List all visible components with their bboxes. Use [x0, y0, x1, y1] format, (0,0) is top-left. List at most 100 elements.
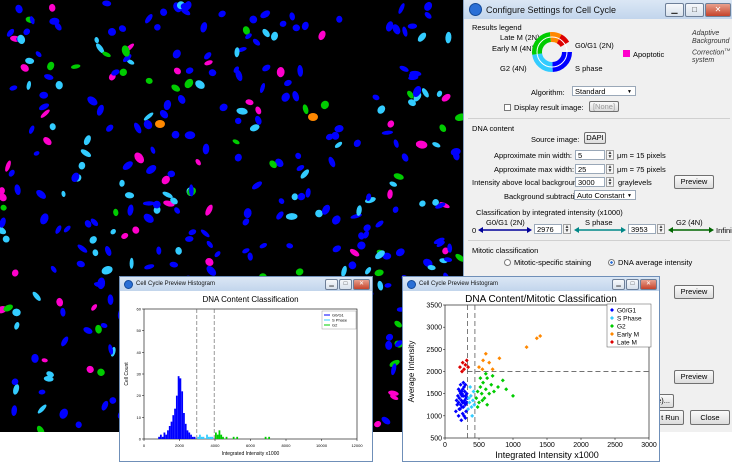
x-tick-label: 2500	[607, 442, 623, 449]
scatter-point	[456, 413, 461, 418]
cell-nucleus	[87, 96, 98, 106]
preview-button-2[interactable]: Preview	[674, 285, 714, 299]
scatter-point	[462, 413, 467, 418]
close-window-button[interactable]: ✕	[705, 2, 731, 17]
result-image-button[interactable]: [None]	[589, 101, 619, 112]
min-width-stepper[interactable]: ▲ ▼	[606, 150, 614, 160]
cell-nucleus	[206, 240, 213, 248]
cell-nucleus	[394, 320, 402, 328]
cell-nucleus	[259, 243, 268, 249]
histogram-window[interactable]: Cell Cycle Preview Histogram ▁ □ ✕ DNA C…	[119, 276, 373, 462]
class-infinity: Infinity	[716, 226, 732, 235]
class-threshold-1-input[interactable]: 2976	[534, 224, 562, 234]
cell-nucleus	[358, 232, 365, 240]
cell-nucleus	[278, 198, 285, 204]
class-threshold-1-stepper[interactable]: ▲ ▼	[563, 224, 571, 234]
cell-nucleus	[214, 251, 221, 258]
minimize-button[interactable]: ▁	[612, 278, 625, 290]
close-button[interactable]: Close	[690, 410, 730, 425]
cell-nucleus	[121, 45, 130, 57]
y-tick-label: 0	[139, 437, 142, 442]
cell-nucleus	[384, 283, 392, 288]
cell-nucleus	[171, 130, 180, 139]
close-window-button[interactable]: ✕	[353, 278, 370, 290]
minimize-button[interactable]: ▁	[325, 278, 338, 290]
cell-image	[0, 0, 463, 432]
scatter-point	[496, 385, 501, 390]
display-result-row[interactable]: Display result image:	[504, 103, 584, 112]
cell-nucleus	[427, 265, 436, 271]
maximize-button[interactable]: □	[685, 2, 704, 17]
cell-nucleus	[100, 322, 108, 329]
cell-nucleus	[235, 69, 243, 82]
cell-nucleus	[11, 378, 19, 386]
scatter-point	[483, 351, 488, 356]
cell-nucleus	[94, 37, 99, 44]
scatter-point	[534, 336, 539, 341]
scatter-point	[454, 398, 459, 403]
intensity-stepper[interactable]: ▲ ▼	[606, 177, 614, 187]
cell-nucleus	[436, 240, 445, 248]
cell-nucleus	[80, 149, 92, 158]
cell-nucleus	[363, 230, 370, 239]
cell-nucleus	[127, 204, 134, 216]
max-width-stepper[interactable]: ▲ ▼	[606, 164, 614, 174]
adaptive-system: system	[692, 57, 715, 65]
scatter-point	[460, 391, 464, 396]
mitotic-label: Mitotic classification	[472, 246, 539, 255]
cell-nucleus	[76, 260, 85, 268]
scatter-window[interactable]: Cell Cycle Preview Histogram ▁ □ ✕ DNA C…	[402, 276, 660, 462]
scatter-point	[497, 356, 502, 361]
y-tick-label: 10	[137, 415, 142, 420]
dna-average-radio[interactable]: DNA average intensity	[608, 258, 692, 267]
min-width-input[interactable]: 5	[575, 150, 605, 160]
app-icon	[124, 279, 133, 289]
class-threshold-2-stepper[interactable]: ▲ ▼	[657, 224, 665, 234]
class-zero: 0	[472, 226, 477, 235]
x-tick-label: 3000	[641, 442, 657, 449]
cell-nucleus	[392, 24, 401, 35]
cell-nucleus	[155, 120, 165, 128]
preview-button[interactable]: Preview	[674, 175, 714, 189]
scatter-point	[474, 396, 479, 401]
cell-nucleus	[249, 15, 258, 24]
cell-nucleus	[189, 184, 194, 197]
histogram-bar	[188, 432, 191, 439]
algorithm-select[interactable]: Standard ▼	[572, 86, 636, 96]
histogram-bar	[186, 430, 189, 439]
scatter-point	[463, 382, 468, 387]
bg-subtraction-value: Auto Constant	[577, 191, 625, 200]
cell-nucleus	[232, 139, 240, 145]
scatter-point	[468, 393, 473, 398]
scatter-point	[463, 416, 468, 421]
scatter-point	[458, 402, 463, 407]
class-threshold-2-input[interactable]: 3953	[628, 224, 656, 234]
cell-nucleus	[291, 193, 299, 201]
minimize-button[interactable]: ▁	[665, 2, 684, 17]
intensity-input[interactable]: 3000	[575, 177, 605, 187]
bg-subtraction-select[interactable]: Auto Constant ▼	[574, 190, 636, 200]
max-width-input[interactable]: 25	[575, 164, 605, 174]
cell-nucleus	[28, 125, 35, 134]
app-icon	[407, 279, 416, 289]
close-window-button[interactable]: ✕	[640, 278, 657, 290]
mitotic-specific-radio[interactable]: Mitotic-specific staining	[504, 258, 591, 267]
source-image-button[interactable]: DAPI	[584, 132, 606, 144]
class-s-phase-label: S phase	[585, 218, 613, 227]
maximize-button[interactable]: □	[626, 278, 639, 290]
cell-nucleus	[175, 247, 182, 255]
legend-label: G0/G1	[332, 313, 345, 318]
histogram-bar	[184, 423, 187, 439]
cell-nucleus	[260, 10, 271, 19]
cell-nucleus	[255, 115, 262, 125]
display-result-checkbox[interactable]	[504, 104, 511, 111]
cell-nucleus	[107, 294, 114, 305]
preview-button-3[interactable]: Preview	[674, 370, 714, 384]
cell-nucleus	[445, 31, 452, 44]
cell-nucleus	[249, 124, 260, 132]
dropdown-arrow-icon: ▼	[627, 193, 632, 199]
histogram-bar	[174, 408, 176, 439]
maximize-button[interactable]: □	[339, 278, 352, 290]
scatter-point	[480, 398, 485, 403]
legend-swatch	[610, 332, 614, 336]
